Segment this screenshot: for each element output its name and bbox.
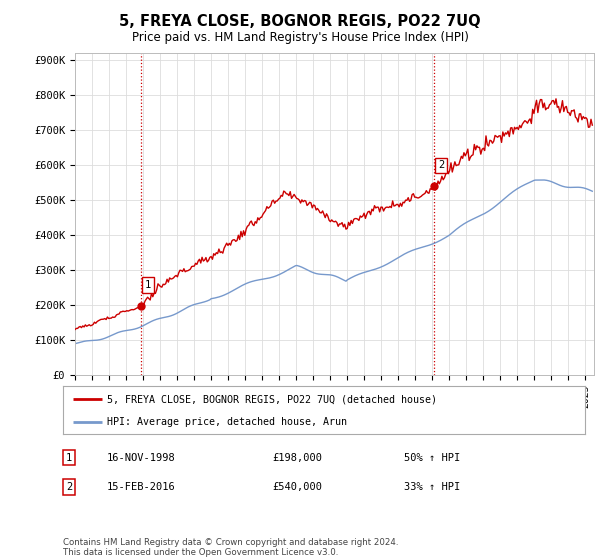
- Text: £540,000: £540,000: [272, 482, 322, 492]
- Text: 5, FREYA CLOSE, BOGNOR REGIS, PO22 7UQ (detached house): 5, FREYA CLOSE, BOGNOR REGIS, PO22 7UQ (…: [107, 394, 437, 404]
- Text: £198,000: £198,000: [272, 452, 322, 463]
- Text: 50% ↑ HPI: 50% ↑ HPI: [404, 452, 460, 463]
- Text: 5, FREYA CLOSE, BOGNOR REGIS, PO22 7UQ: 5, FREYA CLOSE, BOGNOR REGIS, PO22 7UQ: [119, 14, 481, 29]
- Text: Contains HM Land Registry data © Crown copyright and database right 2024.
This d: Contains HM Land Registry data © Crown c…: [63, 538, 398, 557]
- Text: 15-FEB-2016: 15-FEB-2016: [107, 482, 175, 492]
- Text: 1: 1: [66, 452, 72, 463]
- Text: 2: 2: [66, 482, 72, 492]
- Text: 33% ↑ HPI: 33% ↑ HPI: [404, 482, 460, 492]
- Text: HPI: Average price, detached house, Arun: HPI: Average price, detached house, Arun: [107, 417, 347, 427]
- Text: 1: 1: [145, 280, 151, 290]
- Text: 2: 2: [438, 160, 445, 170]
- Text: Price paid vs. HM Land Registry's House Price Index (HPI): Price paid vs. HM Land Registry's House …: [131, 31, 469, 44]
- Text: 16-NOV-1998: 16-NOV-1998: [107, 452, 175, 463]
